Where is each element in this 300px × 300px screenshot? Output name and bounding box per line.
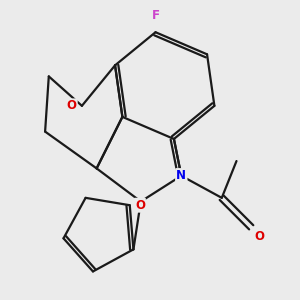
Text: N: N	[176, 169, 186, 182]
Text: O: O	[254, 230, 264, 243]
Text: O: O	[135, 199, 145, 212]
Text: O: O	[67, 99, 77, 112]
Text: F: F	[152, 9, 160, 22]
